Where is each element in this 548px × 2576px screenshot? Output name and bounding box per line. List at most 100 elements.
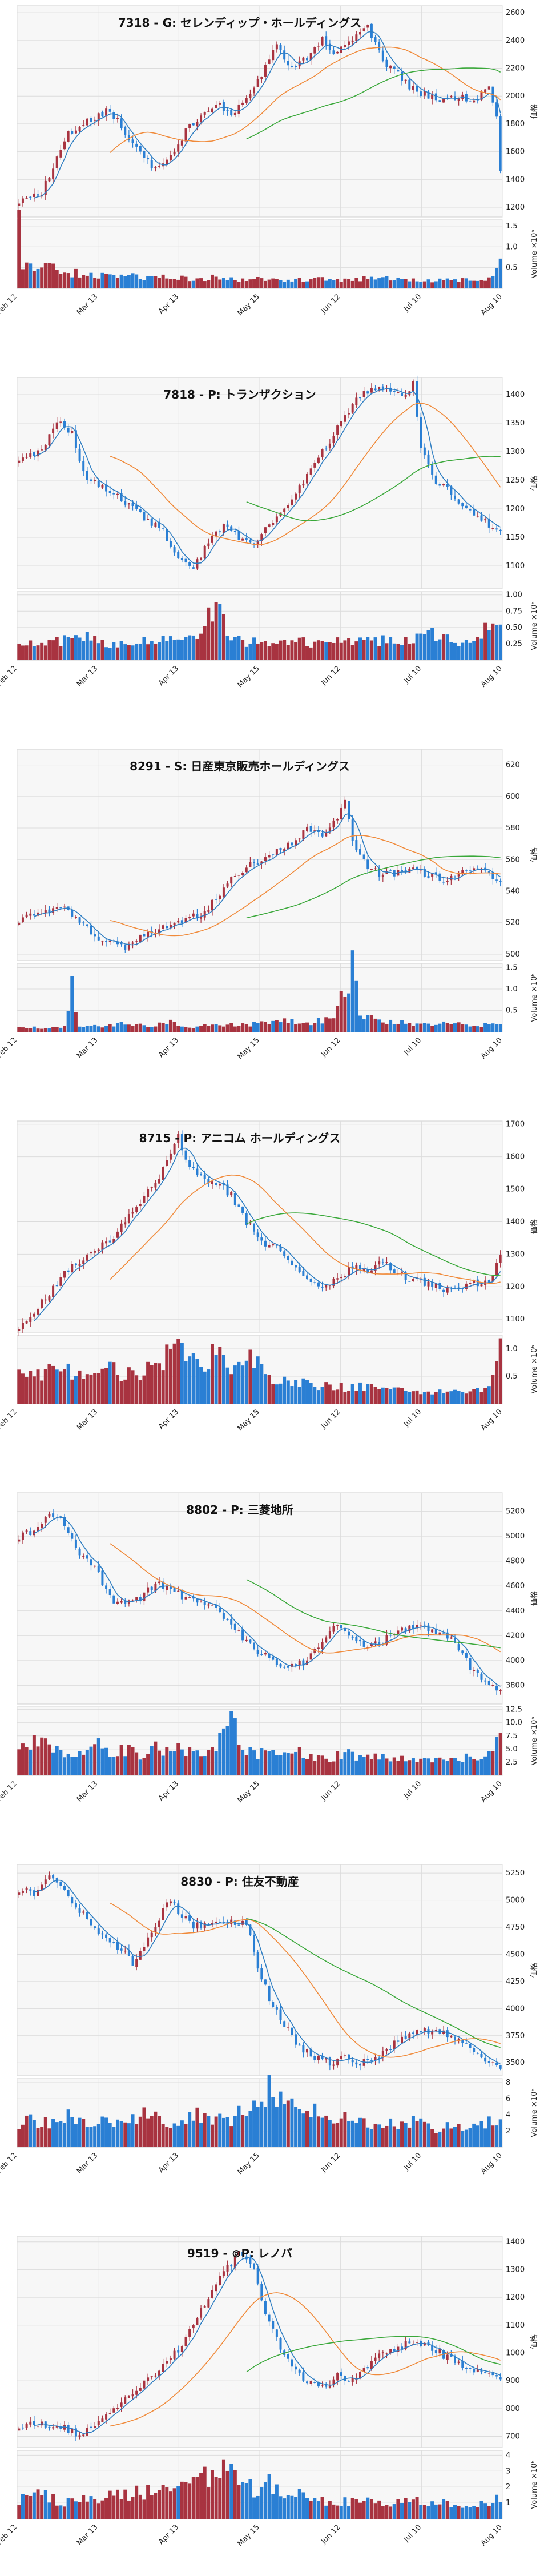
- volume-bar: [138, 644, 142, 660]
- candle-body: [465, 1283, 468, 1289]
- volume-bar: [70, 277, 74, 288]
- candle-body: [215, 531, 217, 536]
- x-tick-label: Apr 13: [157, 664, 180, 688]
- volume-bar: [207, 280, 211, 288]
- candle-body: [124, 127, 127, 135]
- volume-bar: [347, 2506, 351, 2519]
- volume-bar: [332, 1018, 336, 1032]
- candle-body: [446, 881, 449, 882]
- volume-bar: [17, 1369, 21, 1404]
- volume-bar: [252, 1022, 256, 1032]
- x-tick-label: Aug 10: [480, 1036, 504, 1060]
- candle-body: [404, 1272, 407, 1280]
- candle-body: [237, 1924, 240, 1926]
- volume-bar: [495, 1361, 499, 1404]
- candle-body: [438, 1283, 441, 1289]
- volume-bar: [271, 278, 275, 288]
- candle-body: [328, 443, 331, 448]
- candle-body: [340, 2056, 342, 2059]
- volume-bar: [93, 278, 97, 288]
- volume-bar: [165, 1746, 169, 1775]
- price-axis-label: 価格: [530, 1219, 539, 1234]
- volume-bar: [366, 1015, 370, 1032]
- volume-bar: [385, 276, 389, 288]
- candle-body: [188, 124, 191, 128]
- x-tick-label: Apr 13: [157, 2151, 180, 2175]
- x-tick-label: Jul 10: [402, 292, 423, 314]
- volume-bar: [248, 1349, 252, 1404]
- volume-bar: [260, 278, 264, 288]
- candle-body: [446, 2030, 449, 2038]
- x-tick-label: Jun 12: [319, 292, 342, 315]
- candle-body: [457, 2039, 460, 2040]
- volume-bar: [176, 1743, 180, 1775]
- volume-bar: [244, 2483, 248, 2519]
- volume-bar: [290, 2495, 294, 2519]
- candle-body: [135, 2390, 138, 2395]
- candle-body: [340, 1277, 342, 1279]
- volume-bar: [332, 1761, 336, 1775]
- candle-body: [473, 2369, 476, 2373]
- price-tick-label: 4750: [506, 1923, 525, 1932]
- volume-bar: [294, 642, 298, 660]
- candle-body: [215, 1921, 217, 1923]
- volume-bar: [476, 280, 480, 288]
- candle-body: [173, 1902, 176, 1903]
- candle-body: [332, 1279, 335, 1286]
- candle-body: [180, 1590, 183, 1600]
- volume-bar: [316, 1018, 320, 1032]
- volume-bar: [283, 1018, 287, 1032]
- candle-body: [420, 417, 422, 448]
- candle-body: [306, 58, 308, 61]
- volume-bar: [25, 1028, 29, 1032]
- candle-body: [306, 1660, 308, 1665]
- price-tick-label: 4000: [506, 1657, 525, 1665]
- volume-bar: [184, 1361, 188, 1404]
- volume-bar: [381, 1387, 385, 1404]
- volume-bar: [422, 1023, 426, 1032]
- volume-bar: [400, 279, 404, 288]
- candle-body: [162, 1581, 164, 1589]
- candle-body: [358, 2064, 361, 2066]
- volume-bar: [468, 1026, 472, 1032]
- volume-bar: [305, 281, 309, 288]
- volume-bar: [472, 2506, 476, 2519]
- volume-bar: [25, 2495, 29, 2519]
- volume-bar: [36, 268, 40, 288]
- volume-bar: [449, 1024, 453, 1032]
- volume-bar: [411, 643, 415, 660]
- candle-body: [48, 434, 51, 445]
- candle-body: [397, 2346, 400, 2352]
- volume-bar: [108, 1024, 112, 1032]
- candle-body: [253, 2263, 256, 2269]
- volume-bar: [142, 2499, 146, 2519]
- candle-body: [169, 1153, 172, 1160]
- candle-body: [351, 2060, 354, 2063]
- candle-body: [328, 2385, 331, 2388]
- volume-bar: [161, 636, 165, 660]
- candle-body: [272, 50, 275, 61]
- candle-body: [473, 1280, 476, 1283]
- candle-body: [370, 1270, 373, 1273]
- volume-bar: [305, 1380, 309, 1404]
- candle-body: [362, 854, 365, 859]
- candle-body: [233, 1623, 236, 1630]
- candle-body: [21, 1323, 24, 1329]
- volume-bar: [85, 2501, 89, 2519]
- volume-bar: [154, 1026, 158, 1032]
- candle-body: [203, 1175, 206, 1179]
- candle-body: [162, 1167, 164, 1180]
- volume-bar: [422, 1758, 426, 1775]
- candle-body: [120, 943, 123, 945]
- volume-bar: [442, 280, 446, 288]
- x-tick-label: Apr 13: [157, 1779, 180, 1803]
- volume-tick-label: 1.0: [506, 243, 518, 251]
- candle-body: [74, 130, 77, 134]
- candle-body: [393, 1269, 396, 1273]
- volume-bar: [158, 642, 162, 660]
- volume-bar: [411, 278, 415, 288]
- candle-body: [215, 105, 217, 108]
- candle-body: [344, 2376, 346, 2381]
- candle-body: [401, 2036, 404, 2043]
- volume-bar: [389, 1019, 393, 1032]
